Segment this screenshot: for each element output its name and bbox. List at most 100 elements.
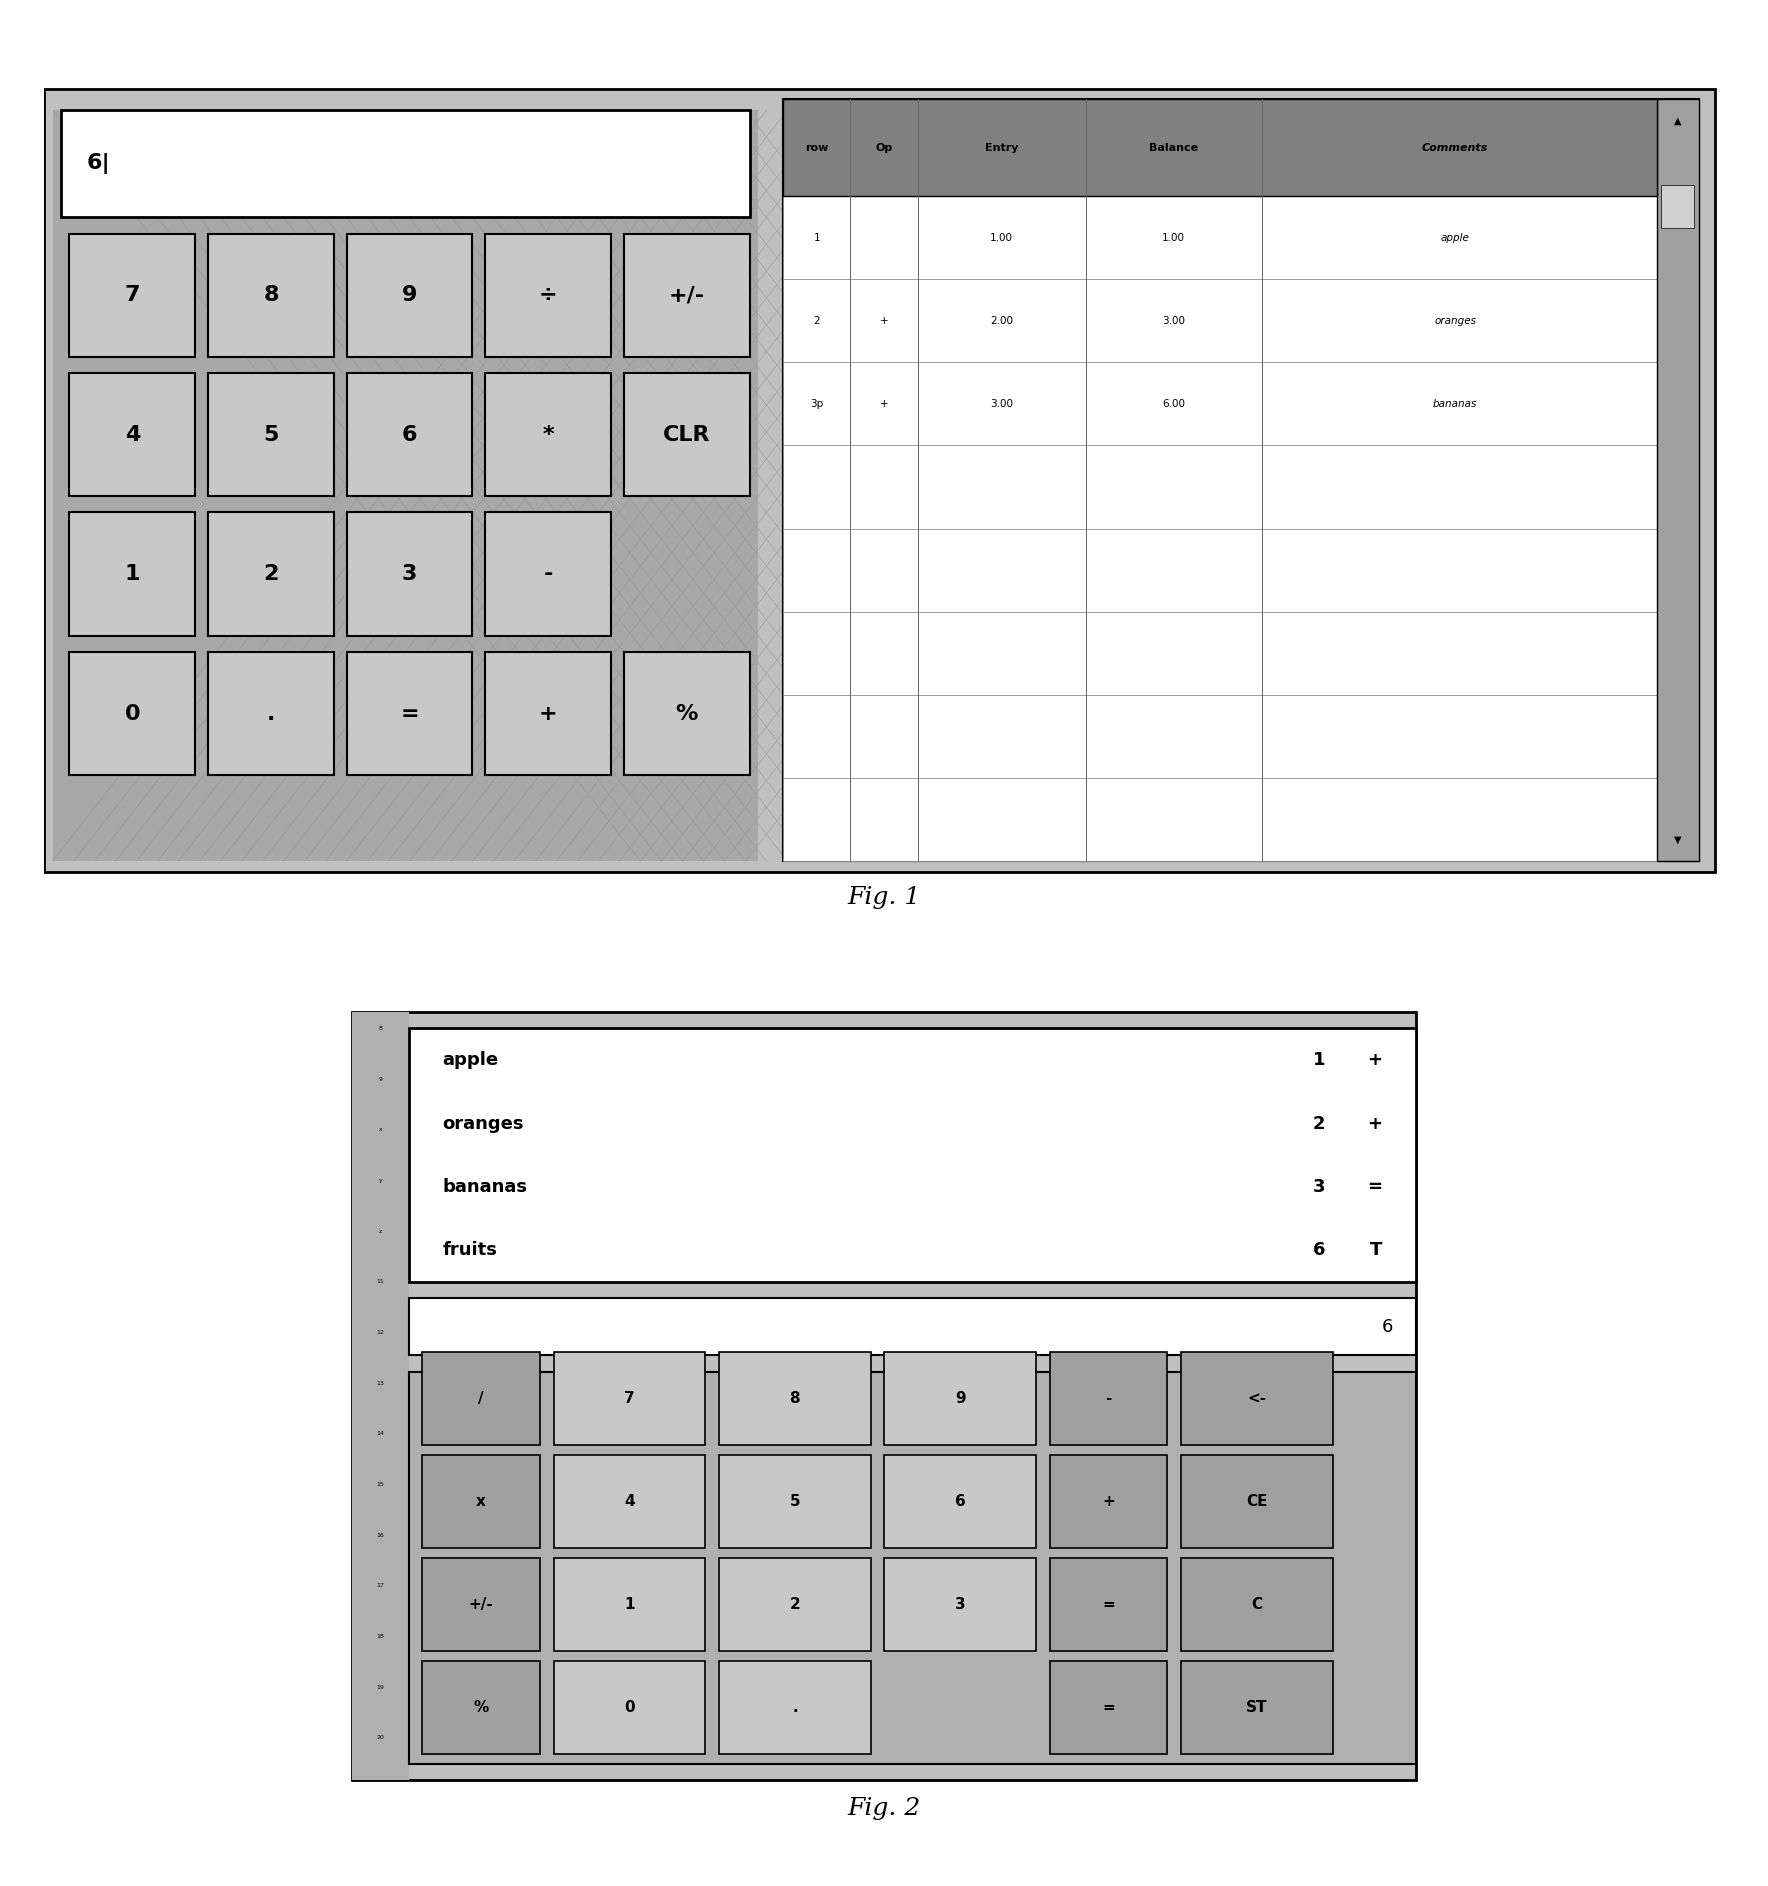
Text: 0: 0 <box>624 1699 635 1714</box>
Text: *: * <box>543 424 553 445</box>
Text: 6.00: 6.00 <box>1162 398 1185 409</box>
Bar <box>1181 1558 1333 1652</box>
Bar <box>783 611 1657 694</box>
Bar <box>783 694 1657 777</box>
Text: bananas: bananas <box>1432 398 1478 409</box>
Text: Comments: Comments <box>1421 143 1489 153</box>
Text: +/-: +/- <box>469 1597 493 1613</box>
Text: CLR: CLR <box>663 424 711 445</box>
Text: 5: 5 <box>263 424 279 445</box>
Text: apple: apple <box>442 1051 499 1069</box>
Bar <box>69 653 196 775</box>
Text: Op: Op <box>875 143 893 153</box>
Bar <box>1181 1352 1333 1445</box>
Text: 3: 3 <box>955 1597 965 1613</box>
Bar <box>884 1456 1036 1548</box>
Text: 8: 8 <box>790 1392 801 1407</box>
Text: -: - <box>543 564 553 585</box>
Text: 1.00: 1.00 <box>990 232 1013 243</box>
Bar <box>1657 100 1699 862</box>
Bar <box>408 1028 1416 1282</box>
Text: 2: 2 <box>1314 1115 1326 1132</box>
Text: x: x <box>378 1128 382 1132</box>
Text: Balance: Balance <box>1149 143 1199 153</box>
Text: Fig. 1: Fig. 1 <box>847 886 921 909</box>
Bar <box>347 653 472 775</box>
Text: T: T <box>1370 1241 1383 1260</box>
Text: +/-: +/- <box>668 285 705 306</box>
Bar <box>624 653 750 775</box>
Text: Fig. 2: Fig. 2 <box>847 1797 921 1820</box>
Text: 2: 2 <box>263 564 279 585</box>
Text: 1: 1 <box>1314 1051 1326 1069</box>
Text: 8: 8 <box>263 285 279 306</box>
Bar <box>783 362 1657 445</box>
Text: 2.00: 2.00 <box>990 315 1013 326</box>
Bar <box>1660 185 1694 228</box>
Text: =: = <box>1101 1597 1116 1613</box>
Bar <box>209 513 334 636</box>
Bar <box>783 100 1657 196</box>
Text: 8: 8 <box>378 1026 382 1032</box>
Text: ▼: ▼ <box>1674 835 1681 845</box>
Text: Entry: Entry <box>985 143 1018 153</box>
Text: apple: apple <box>1441 232 1469 243</box>
Bar <box>783 777 1657 862</box>
Text: CE: CE <box>1246 1494 1268 1509</box>
Text: 4: 4 <box>624 1494 635 1509</box>
Bar <box>1181 1662 1333 1754</box>
Bar <box>624 373 750 496</box>
Text: y: y <box>378 1179 382 1183</box>
Text: 3p: 3p <box>810 398 824 409</box>
Text: x: x <box>476 1494 486 1509</box>
Text: .: . <box>792 1699 797 1714</box>
Bar <box>720 1558 872 1652</box>
Bar <box>720 1662 872 1754</box>
Text: 1: 1 <box>813 232 820 243</box>
Bar <box>408 1371 1416 1763</box>
Bar <box>69 234 196 356</box>
Text: %: % <box>474 1699 488 1714</box>
Text: 11: 11 <box>377 1279 384 1284</box>
Bar <box>484 234 612 356</box>
Bar <box>423 1662 539 1754</box>
Text: %: % <box>675 703 698 724</box>
Text: 9: 9 <box>378 1077 382 1083</box>
Text: 6: 6 <box>955 1494 965 1509</box>
Text: 3: 3 <box>401 564 417 585</box>
Text: +: + <box>1101 1494 1116 1509</box>
Bar <box>423 1456 539 1548</box>
Text: z: z <box>378 1228 382 1233</box>
Text: 7: 7 <box>624 1392 635 1407</box>
Text: 1.00: 1.00 <box>1162 232 1185 243</box>
Bar <box>553 1558 705 1652</box>
Bar <box>783 528 1657 611</box>
Bar <box>720 1352 872 1445</box>
Bar <box>352 1013 408 1780</box>
Text: 3.00: 3.00 <box>1162 315 1185 326</box>
Text: ÷: ÷ <box>539 285 557 306</box>
Text: oranges: oranges <box>442 1115 523 1132</box>
Bar <box>209 373 334 496</box>
Bar <box>1050 1352 1167 1445</box>
Text: +: + <box>539 703 557 724</box>
Text: ▲: ▲ <box>1674 115 1681 126</box>
Bar <box>1050 1662 1167 1754</box>
Bar <box>347 373 472 496</box>
Text: 18: 18 <box>377 1633 384 1639</box>
Text: =: = <box>1367 1179 1383 1196</box>
Bar <box>1050 1558 1167 1652</box>
Bar <box>783 100 1699 862</box>
Text: 6: 6 <box>401 424 417 445</box>
Text: 1: 1 <box>624 1597 635 1613</box>
Bar <box>553 1352 705 1445</box>
Bar <box>347 513 472 636</box>
Bar <box>69 373 196 496</box>
Bar <box>624 234 750 356</box>
Bar <box>209 653 334 775</box>
Text: 14: 14 <box>377 1431 384 1437</box>
Text: bananas: bananas <box>442 1179 527 1196</box>
Bar <box>553 1662 705 1754</box>
Text: -: - <box>1105 1392 1112 1407</box>
Text: 9: 9 <box>955 1392 965 1407</box>
